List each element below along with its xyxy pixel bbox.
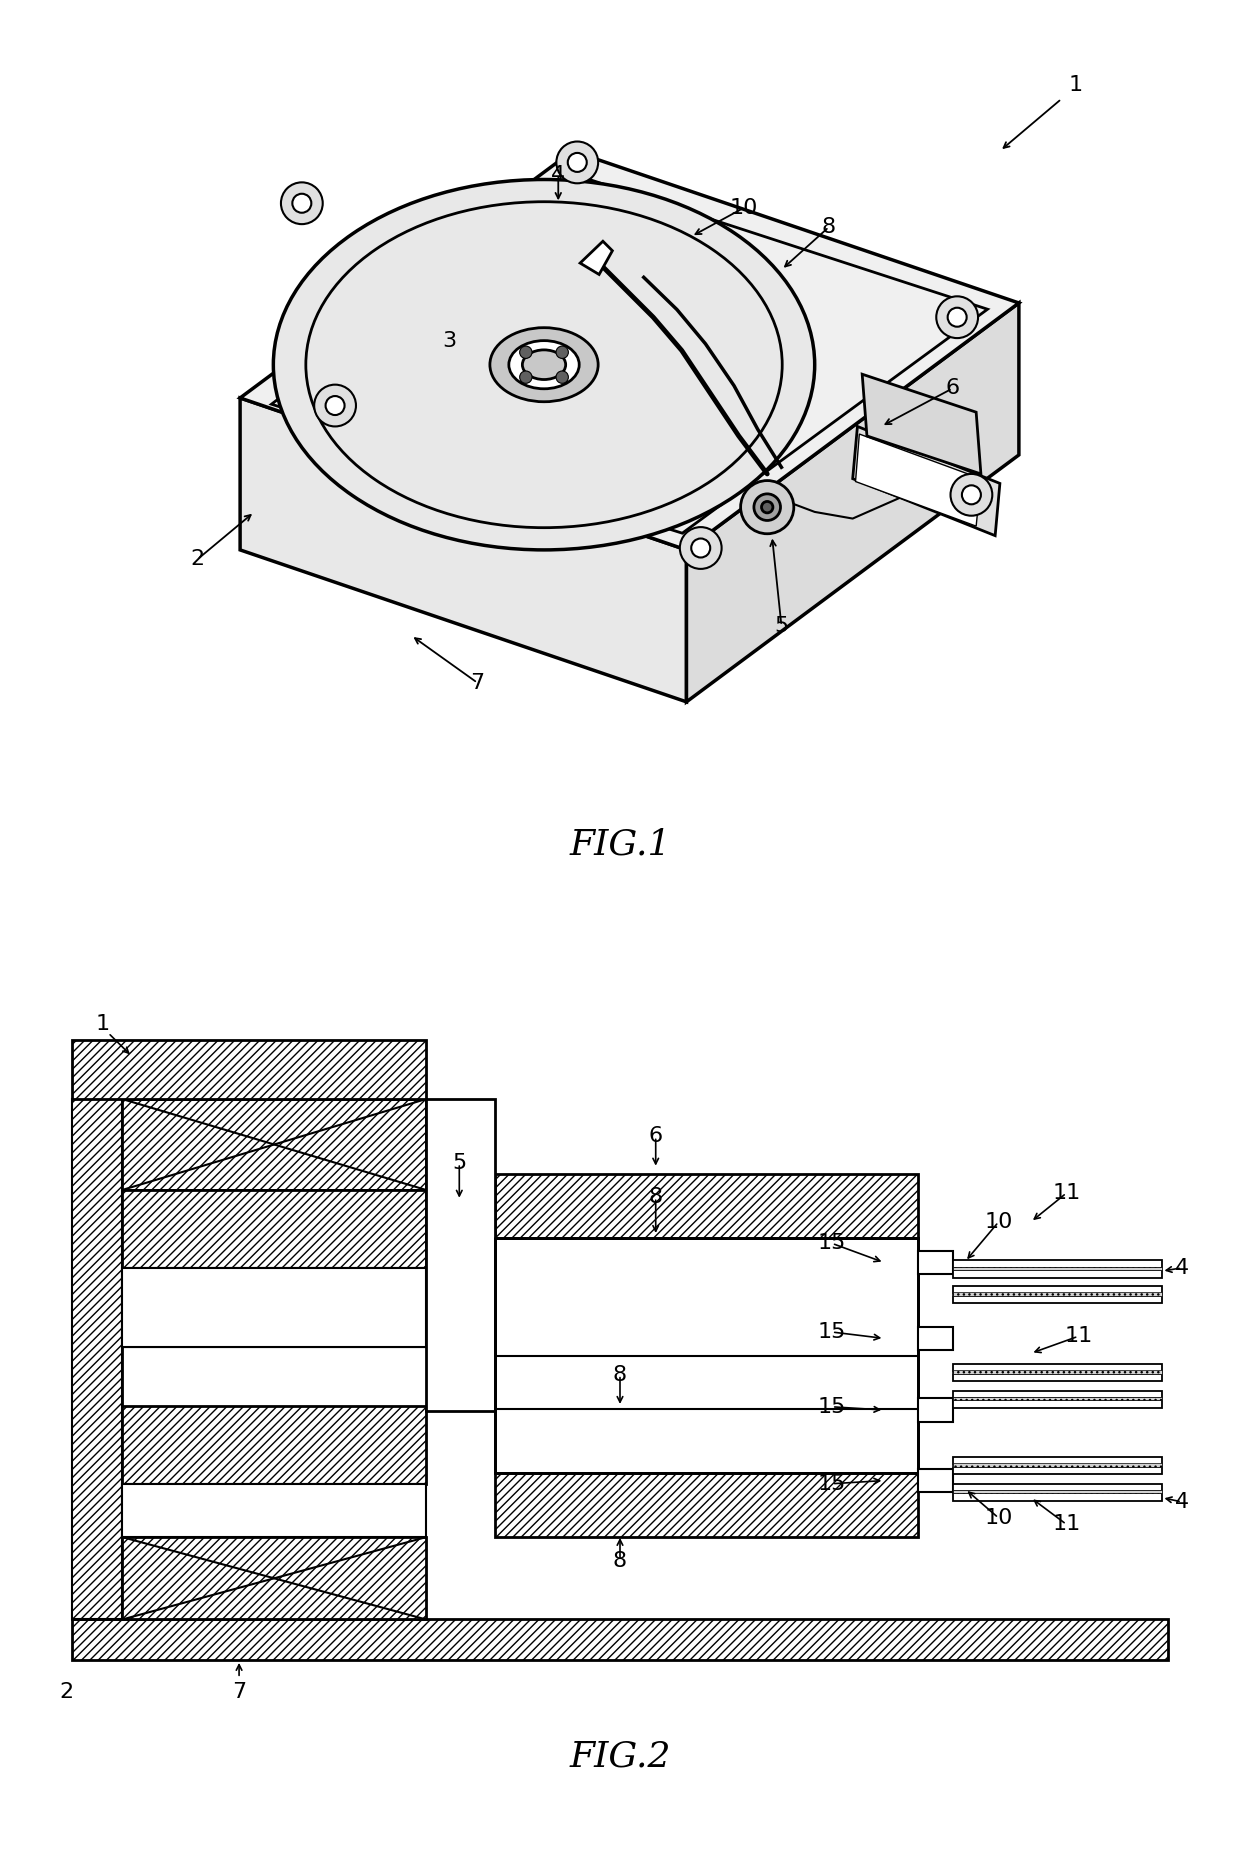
Text: FIG.1: FIG.1 (569, 828, 671, 861)
Circle shape (951, 474, 992, 515)
Bar (123, 1406, 427, 1483)
Text: 1: 1 (95, 1015, 109, 1033)
Bar (954, 1491, 1162, 1493)
Bar (954, 1267, 1162, 1270)
Bar (427, 1098, 495, 1411)
Circle shape (556, 370, 568, 383)
Bar (123, 1537, 427, 1619)
Text: 15: 15 (817, 1396, 846, 1417)
Text: 10: 10 (985, 1211, 1013, 1232)
Circle shape (520, 370, 532, 383)
Text: FIG.2: FIG.2 (569, 1739, 671, 1772)
Text: 6: 6 (945, 378, 960, 398)
Ellipse shape (522, 350, 565, 380)
Circle shape (962, 485, 981, 504)
Bar (72, 1041, 427, 1098)
Circle shape (326, 396, 345, 415)
Bar (954, 1400, 1162, 1408)
Text: 10: 10 (729, 198, 758, 219)
Polygon shape (241, 398, 687, 702)
Circle shape (936, 296, 978, 339)
Text: 4: 4 (1174, 1493, 1189, 1511)
Bar (123, 1269, 427, 1346)
Circle shape (293, 194, 311, 213)
Circle shape (314, 385, 356, 426)
Bar (954, 1493, 1162, 1500)
Bar (954, 1293, 1162, 1296)
Bar (918, 1326, 954, 1350)
Text: 3: 3 (441, 332, 456, 352)
Bar (72, 1098, 123, 1619)
Bar (495, 1174, 918, 1237)
Text: 4: 4 (1174, 1258, 1189, 1278)
Circle shape (281, 181, 322, 224)
Bar (954, 1270, 1162, 1278)
Polygon shape (856, 433, 981, 526)
Text: 8: 8 (649, 1187, 662, 1208)
Text: 4: 4 (552, 165, 565, 185)
Bar (72, 1098, 123, 1619)
Text: 11: 11 (1064, 1326, 1092, 1346)
Bar (954, 1261, 1162, 1269)
Text: 8: 8 (613, 1550, 627, 1570)
Text: 7: 7 (470, 672, 485, 693)
Text: 15: 15 (817, 1322, 846, 1343)
Text: 8: 8 (613, 1365, 627, 1385)
Polygon shape (580, 241, 613, 274)
Bar (954, 1370, 1162, 1374)
Text: 15: 15 (817, 1474, 846, 1495)
Bar (123, 1098, 427, 1189)
Bar (954, 1467, 1162, 1474)
Circle shape (691, 539, 711, 557)
Bar (954, 1463, 1162, 1467)
Text: 2: 2 (190, 550, 205, 569)
Text: 11: 11 (1053, 1515, 1080, 1533)
Circle shape (557, 141, 598, 183)
Polygon shape (853, 426, 999, 535)
Bar (495, 1472, 918, 1537)
Text: 10: 10 (985, 1508, 1013, 1528)
Bar (72, 1619, 1168, 1659)
Text: 5: 5 (453, 1154, 466, 1172)
Bar (123, 1483, 427, 1537)
Bar (954, 1458, 1162, 1465)
Bar (954, 1374, 1162, 1382)
Bar (954, 1396, 1162, 1400)
Bar (954, 1296, 1162, 1304)
Circle shape (520, 346, 532, 359)
Bar (918, 1250, 954, 1274)
Polygon shape (241, 152, 1019, 550)
Circle shape (754, 494, 780, 520)
Text: 15: 15 (817, 1233, 846, 1254)
Bar (954, 1391, 1162, 1398)
Circle shape (761, 502, 773, 513)
Bar (954, 1365, 1162, 1372)
Circle shape (947, 307, 967, 326)
Ellipse shape (490, 328, 598, 402)
Ellipse shape (273, 180, 815, 550)
Text: 1: 1 (1069, 74, 1083, 94)
Text: 11: 11 (1053, 1183, 1080, 1204)
Polygon shape (862, 374, 981, 474)
Bar (954, 1285, 1162, 1293)
Polygon shape (687, 304, 1019, 702)
Bar (918, 1398, 954, 1422)
Ellipse shape (508, 341, 579, 389)
Text: 7: 7 (232, 1682, 246, 1702)
Bar (495, 1237, 918, 1472)
Text: 8: 8 (822, 217, 836, 237)
Circle shape (680, 528, 722, 569)
Bar (954, 1483, 1162, 1491)
Circle shape (568, 154, 587, 172)
Text: 5: 5 (774, 617, 789, 635)
Polygon shape (272, 174, 987, 533)
Text: 2: 2 (60, 1682, 73, 1702)
Circle shape (556, 346, 568, 359)
Text: 6: 6 (649, 1126, 662, 1146)
Bar (123, 1191, 427, 1269)
Bar (918, 1469, 954, 1493)
Circle shape (740, 480, 794, 533)
